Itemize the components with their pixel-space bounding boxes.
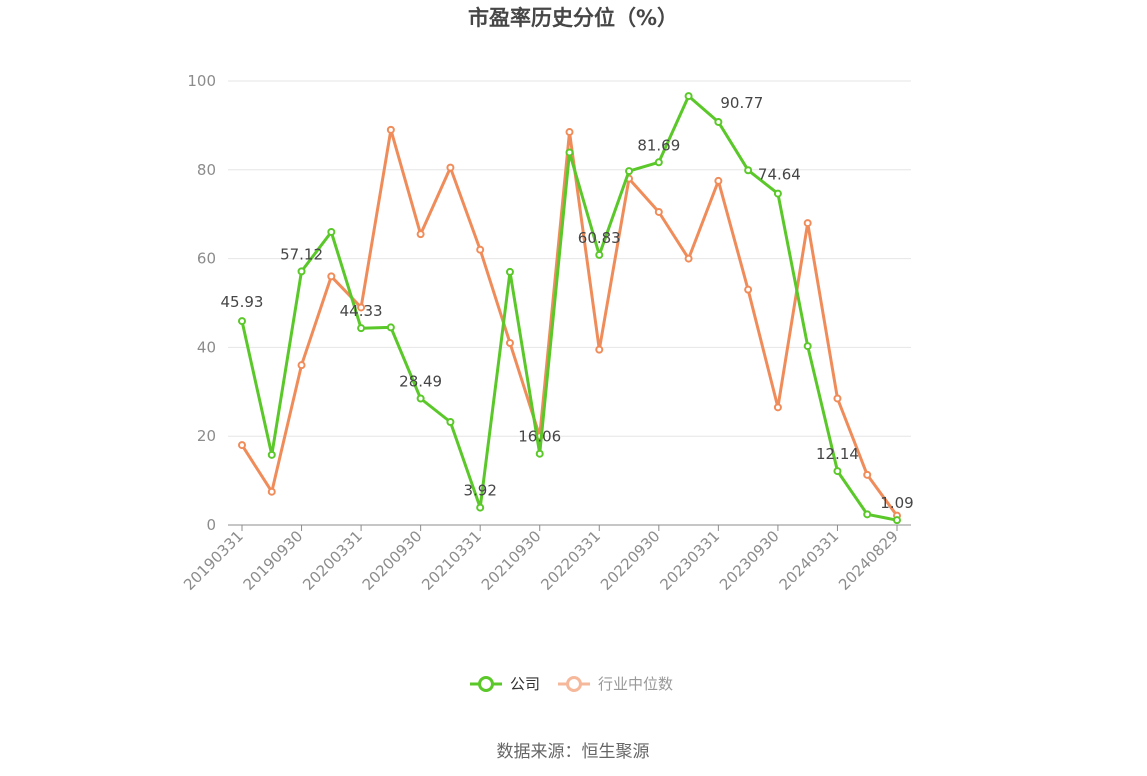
x-tick-label: 20240829 — [835, 527, 902, 594]
legend-industry-label: 行业中位数 — [598, 675, 673, 693]
data-point-company — [505, 267, 514, 276]
data-point-industry — [476, 245, 485, 254]
data-point-company — [625, 167, 634, 176]
data-point-industry — [803, 219, 812, 228]
series-line-industry — [240, 128, 899, 517]
chart-title: 市盈率历史分位（%） — [468, 6, 678, 30]
data-point-company — [803, 342, 812, 351]
x-tick-label: 20220331 — [537, 527, 604, 594]
x-tick-label: 20190331 — [180, 527, 247, 594]
data-point-company — [714, 117, 723, 126]
data-label: 12.14 — [816, 445, 859, 463]
data-point-industry — [744, 285, 753, 294]
y-tick-label: 100 — [187, 72, 216, 90]
data-point-industry — [833, 394, 842, 403]
data-point-industry — [565, 128, 574, 137]
y-tick-label: 60 — [197, 250, 216, 268]
data-label: 81.69 — [637, 136, 680, 154]
data-point-industry — [267, 487, 276, 496]
x-axis: 2019033120190930202003312020093020210331… — [180, 524, 911, 594]
data-point-industry — [714, 176, 723, 185]
data-point-industry — [297, 361, 306, 370]
data-point-company — [476, 503, 485, 512]
data-point-industry — [505, 338, 514, 347]
data-point-company — [595, 250, 604, 259]
legend-item-industry[interactable]: 行业中位数 — [558, 675, 673, 693]
data-label: 16.06 — [518, 428, 561, 446]
x-tick-label: 20210331 — [418, 527, 485, 594]
data-label: 57.12 — [280, 245, 323, 263]
data-point-industry — [595, 345, 604, 354]
x-tick-label: 20230930 — [716, 527, 783, 594]
data-point-company — [773, 189, 782, 198]
data-point-industry — [654, 207, 663, 216]
data-point-industry — [238, 441, 246, 450]
data-label: 28.49 — [399, 373, 442, 391]
y-tick-label: 20 — [197, 427, 216, 445]
legend-company-marker — [478, 676, 494, 692]
data-labels: 45.93 57.12 44.33 28.49 3.92 16.06 60.83 81.69 9… — [221, 94, 914, 512]
y-axis: 0 20 40 60 80 100 — [187, 72, 216, 534]
x-tick-label: 20240331 — [776, 527, 843, 594]
data-point-company — [386, 323, 395, 332]
data-point-industry — [357, 303, 366, 312]
x-tick-label: 20200331 — [299, 527, 366, 594]
data-point-industry — [773, 403, 782, 412]
legend-item-company[interactable]: 公司 — [470, 675, 540, 693]
data-point-company — [535, 449, 544, 458]
y-tick-label: 40 — [197, 338, 216, 356]
data-label: 1.09 — [880, 494, 913, 512]
data-label: 90.77 — [720, 94, 763, 112]
grid-lines — [228, 80, 911, 437]
data-label: 60.83 — [578, 229, 621, 247]
x-tick-label: 20190930 — [240, 527, 307, 594]
data-point-industry — [684, 254, 693, 263]
data-label: 45.93 — [221, 293, 264, 311]
data-point-company — [833, 467, 842, 476]
x-tick-label: 20210930 — [478, 527, 545, 594]
data-point-company — [297, 267, 306, 276]
data-point-company — [565, 148, 574, 157]
data-point-company — [327, 227, 336, 236]
series-layer — [238, 92, 901, 525]
y-tick-label: 80 — [197, 161, 216, 179]
data-point-industry — [863, 470, 872, 479]
legend[interactable]: 公司 行业中位数 — [470, 675, 673, 693]
data-point-company — [267, 450, 276, 459]
y-tick-label: 0 — [206, 516, 216, 534]
data-label: 74.64 — [758, 166, 801, 184]
data-point-industry — [386, 125, 395, 134]
data-point-company — [446, 417, 455, 426]
legend-company-label: 公司 — [510, 675, 540, 693]
data-point-company — [863, 510, 872, 519]
data-point-company — [357, 324, 366, 333]
data-label: 44.33 — [340, 302, 383, 320]
data-point-industry — [446, 163, 455, 172]
data-point-company — [238, 317, 246, 326]
data-point-industry — [416, 230, 425, 239]
legend-industry-marker — [566, 676, 582, 692]
data-point-company — [654, 158, 663, 167]
data-source: 数据来源：恒生聚源 — [497, 742, 650, 762]
data-point-company — [684, 92, 693, 101]
x-tick-label: 20200930 — [359, 527, 426, 594]
data-point-industry — [327, 272, 336, 281]
data-point-company — [416, 394, 425, 403]
x-tick-label: 20230331 — [656, 527, 723, 594]
data-point-company — [744, 166, 753, 175]
x-tick-label: 20220930 — [597, 527, 664, 594]
data-point-company — [893, 516, 901, 525]
data-label: 3.92 — [463, 482, 496, 500]
